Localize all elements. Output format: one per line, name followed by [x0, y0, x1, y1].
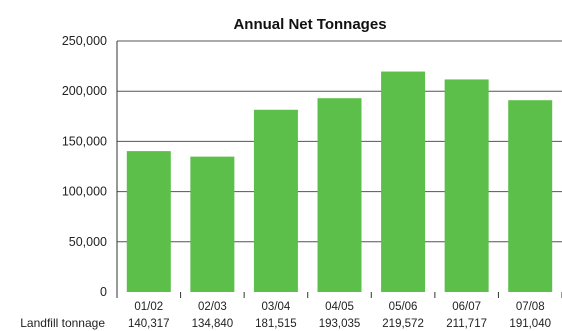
data-table-value: 211,717 [446, 318, 487, 330]
bar [444, 79, 489, 293]
x-tick-label: 06/07 [452, 301, 481, 313]
x-tick-label: 01/02 [134, 301, 163, 313]
data-table-value: 193,035 [319, 318, 361, 330]
bars [126, 71, 553, 293]
y-axis: 0 50,000 100,000 150,000 200,000 250,000 [62, 34, 118, 299]
x-tick-label: 03/04 [262, 301, 291, 313]
x-tick-label: 02/03 [198, 301, 227, 313]
x-tick-label: 04/05 [325, 301, 354, 313]
y-tick-label: 0 [100, 285, 107, 299]
y-tick-label: 200,000 [62, 84, 107, 98]
bar [253, 109, 298, 292]
bar [381, 71, 426, 292]
data-table-value: 140,317 [128, 318, 170, 330]
x-tick-label: 07/08 [516, 301, 545, 313]
bar [508, 100, 553, 293]
data-table-value: 134,840 [192, 318, 234, 330]
bar [126, 151, 171, 292]
y-tick-label: 100,000 [62, 185, 107, 199]
bar [190, 156, 235, 292]
bar [317, 98, 362, 292]
data-table-row-label: Landfill tonnage [20, 316, 105, 330]
data-table-value: 191,040 [509, 318, 551, 330]
y-tick-label: 250,000 [62, 34, 107, 48]
data-table: Landfill tonnage 140,317 134,840 181,515 19… [20, 316, 551, 330]
chart-title: Annual Net Tonnages [233, 16, 386, 33]
x-tick-label: 05/06 [389, 301, 418, 313]
y-tick-label: 50,000 [69, 235, 107, 249]
data-table-value: 219,572 [382, 318, 424, 330]
y-tick-label: 150,000 [62, 134, 107, 148]
data-table-value: 181,515 [255, 318, 297, 330]
x-axis: 01/02 02/03 03/04 04/05 05/06 06/07 07/08 [116, 292, 562, 313]
